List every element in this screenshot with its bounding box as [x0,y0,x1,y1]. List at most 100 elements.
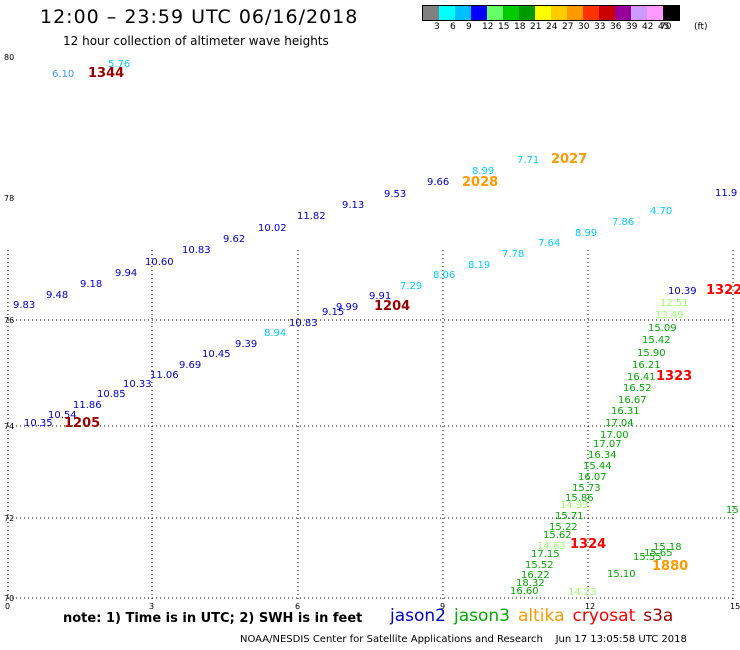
observation-label: 10.83 [182,245,211,256]
observation-label: 16.34 [588,450,617,461]
color-scale-label: 33 [594,22,606,32]
observation-label: 9.83 [13,300,35,311]
observation-label: 15.65 [644,548,673,559]
color-swatch [487,6,503,20]
observation-label: 9.15 [322,307,344,318]
satellite-legend-item: s3a [643,606,674,626]
observation-label: 10.83 [289,318,318,329]
observation-label: 6.10 [52,69,74,80]
observation-label: 16.67 [618,395,647,406]
y-tick-label: 70 [4,594,14,603]
observation-label: 11.06 [150,370,179,381]
observation-label: 15.18 [653,542,682,553]
y-tick-label: 80 [4,53,14,62]
observation-label: 1880 [652,559,688,574]
observation-label: 9.39 [235,339,257,350]
y-tick-label: 74 [4,422,14,431]
observation-label: 9.13 [342,200,364,211]
color-scale-label: 30 [578,22,590,32]
observation-label: 11.86 [73,400,102,411]
map-subtitle: 12 hour collection of altimeter wave hei… [63,34,329,48]
observation-label: 15.62 [543,530,572,541]
color-scale-label: 27 [562,22,574,32]
observation-label: 9.69 [179,360,201,371]
x-tick-label: 9 [440,602,445,611]
color-swatch [567,6,583,20]
observation-label: 15.86 [565,493,594,504]
color-scale-bar [422,5,680,21]
observation-label: 8.06 [433,270,455,281]
observation-label: 16.07 [578,472,607,483]
y-tick-label: 76 [4,316,14,325]
observation-label: 15.71 [555,511,584,522]
observation-label: 9.91 [369,291,391,302]
observation-label: 10.35 [24,418,53,429]
color-scale-label: 9 [466,22,472,32]
observation-label: 17.15 [531,549,560,560]
color-scale-label: 42 [642,22,654,32]
observation-label: 17.04 [605,418,634,429]
observation-label: 16.60 [510,586,539,597]
observation-label: 10.60 [145,257,174,268]
observation-label: 15.55 [633,552,662,563]
color-swatch [455,6,471,20]
observation-label: 1323 [656,369,692,384]
observation-label: 7.71 [517,155,539,166]
observation-label: 18.32 [516,578,545,589]
observation-label: 15.10 [607,569,636,580]
observation-label: 17.07 [593,439,622,450]
observation-label: 9.62 [223,234,245,245]
observation-label: 15 [726,505,739,516]
footer-credit: NOAA/NESDIS Center for Satellite Applica… [240,634,687,645]
satellite-legend-item: altika [518,606,565,626]
observation-label: 15.52 [525,560,554,571]
y-tick-label: 78 [4,194,14,203]
observation-label: 11.82 [297,211,326,222]
x-tick-label: 3 [149,602,154,611]
color-scale-label: 18 [514,22,526,32]
color-swatch [599,6,615,20]
color-scale-label: (ft) [694,22,708,32]
color-swatch [535,6,551,20]
color-swatch [631,6,647,20]
color-swatch [471,6,487,20]
observation-label: 9.18 [80,279,102,290]
observation-label: 12.51 [660,298,689,309]
color-scale-label: 36 [610,22,622,32]
y-tick-label: 72 [4,514,14,523]
observation-label: 1205 [64,416,100,431]
color-scale-label: 39 [626,22,638,32]
x-tick-label: 15 [730,602,740,611]
x-tick-label: 12 [585,602,595,611]
satellite-legend: jason2 jason3 altika cryosat s3a [390,606,681,626]
observation-label: 17.00 [600,430,629,441]
observation-label: 8.94 [264,328,286,339]
observation-label: 10.54 [48,410,77,421]
observation-label: 2027 [551,152,587,167]
observation-label: 15.22 [549,522,578,533]
x-tick-label: 0 [5,602,10,611]
color-swatch [615,6,631,20]
observation-label: 9.53 [384,189,406,200]
color-swatch [423,6,439,20]
observation-label: 1324 [570,537,606,552]
color-swatch [647,6,663,20]
color-scale-label: 15 [498,22,510,32]
observation-label: 10.45 [202,349,231,360]
credit-text: NOAA/NESDIS Center for Satellite Applica… [240,634,543,645]
color-scale-label: 24 [546,22,558,32]
observation-label: 11.9 [715,188,737,199]
observation-label: 15.42 [642,335,671,346]
observation-label: 7.29 [400,281,422,292]
observation-label: 9.48 [46,290,68,301]
observation-label: 7.78 [502,249,524,260]
observation-label: 9.66 [427,177,449,188]
observation-label: 10.39 [668,286,697,297]
observation-label: 15.44 [583,461,612,472]
observation-label: 10.85 [97,389,126,400]
map-title: 12:00 – 23:59 UTC 06/16/2018 [40,6,359,28]
observation-label: 16.41 [627,372,656,383]
axis-ticks: 0 3 6 9 12 15 80 78 76 74 72 70 [4,53,740,611]
observation-label: 15.73 [572,483,601,494]
